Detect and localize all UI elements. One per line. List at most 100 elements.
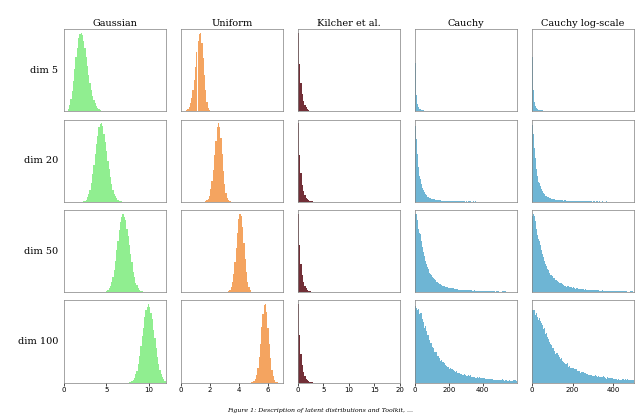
Bar	[301, 94, 303, 111]
Bar	[127, 236, 129, 292]
Bar	[205, 90, 206, 111]
Bar	[96, 106, 97, 111]
Bar	[120, 222, 121, 292]
Bar	[136, 371, 138, 383]
Bar	[145, 310, 147, 383]
Bar	[121, 217, 122, 292]
Bar	[86, 200, 87, 202]
Bar	[110, 286, 111, 292]
Bar	[100, 124, 101, 202]
Bar	[111, 282, 112, 292]
Bar	[241, 215, 242, 292]
Bar	[253, 381, 255, 383]
Bar	[233, 273, 234, 292]
Bar	[228, 201, 229, 202]
Bar	[304, 286, 305, 292]
Bar	[221, 154, 223, 202]
Bar	[132, 272, 134, 292]
Title: Gaussian: Gaussian	[92, 19, 138, 28]
Bar	[69, 105, 70, 111]
Bar	[219, 127, 220, 202]
Bar	[140, 291, 141, 292]
Bar	[147, 307, 148, 383]
Bar	[300, 335, 301, 383]
Bar	[112, 190, 113, 202]
Bar	[206, 201, 207, 202]
Bar	[209, 196, 210, 202]
Bar	[159, 370, 161, 383]
Bar	[307, 200, 308, 202]
Bar	[218, 124, 219, 202]
Bar	[106, 291, 108, 292]
Bar	[131, 262, 132, 292]
Bar	[83, 42, 84, 111]
Bar	[266, 312, 268, 383]
Bar	[246, 272, 247, 292]
Bar	[220, 138, 221, 202]
Bar	[257, 368, 259, 383]
Bar	[305, 379, 307, 383]
Bar	[143, 328, 144, 383]
Bar	[236, 248, 237, 292]
Bar	[84, 201, 86, 202]
Bar	[111, 184, 112, 202]
Bar	[304, 196, 305, 202]
Bar	[308, 381, 309, 383]
Bar	[104, 134, 105, 202]
Bar	[243, 243, 244, 292]
Bar	[227, 198, 228, 202]
Bar	[310, 201, 312, 202]
Text: Figure 1: Description of latent distributions and Toolkit, ...: Figure 1: Description of latent distribu…	[227, 408, 413, 413]
Title: Cauchy log-scale: Cauchy log-scale	[541, 19, 625, 28]
Bar	[209, 110, 210, 111]
Bar	[132, 380, 134, 383]
Bar	[139, 290, 140, 292]
Bar	[141, 291, 143, 292]
Bar	[95, 154, 96, 202]
Bar	[122, 214, 124, 292]
Bar	[108, 290, 109, 292]
Bar	[298, 214, 300, 292]
Bar	[309, 382, 310, 383]
Bar	[265, 305, 266, 383]
Bar	[205, 201, 206, 202]
Bar	[112, 277, 113, 292]
Bar	[93, 165, 95, 202]
Bar	[82, 35, 83, 111]
Bar	[157, 357, 158, 383]
Bar	[206, 102, 207, 111]
Bar	[138, 364, 139, 383]
Bar	[102, 126, 104, 202]
Bar	[207, 198, 209, 202]
Bar	[298, 124, 300, 202]
Bar	[106, 151, 108, 202]
Bar	[196, 52, 198, 111]
Bar	[304, 376, 305, 383]
Bar	[120, 201, 121, 202]
Bar	[216, 127, 218, 202]
Bar	[308, 110, 309, 111]
Bar	[116, 198, 117, 202]
Bar	[298, 33, 300, 111]
Bar	[200, 33, 202, 111]
Bar	[301, 275, 303, 292]
Bar	[307, 109, 308, 111]
Bar	[232, 282, 233, 292]
Bar	[78, 38, 79, 111]
Bar	[97, 136, 99, 202]
Bar	[275, 382, 276, 383]
Bar	[307, 290, 308, 292]
Bar	[203, 57, 204, 111]
Bar	[202, 43, 203, 111]
Bar	[87, 67, 88, 111]
Bar	[118, 230, 120, 292]
Bar	[194, 80, 195, 111]
Bar	[88, 74, 90, 111]
Bar	[191, 98, 193, 111]
Bar	[97, 108, 99, 111]
Bar	[255, 379, 256, 383]
Bar	[256, 375, 257, 383]
Bar	[134, 277, 135, 292]
Bar	[225, 193, 227, 202]
Y-axis label: dim 20: dim 20	[24, 156, 58, 165]
